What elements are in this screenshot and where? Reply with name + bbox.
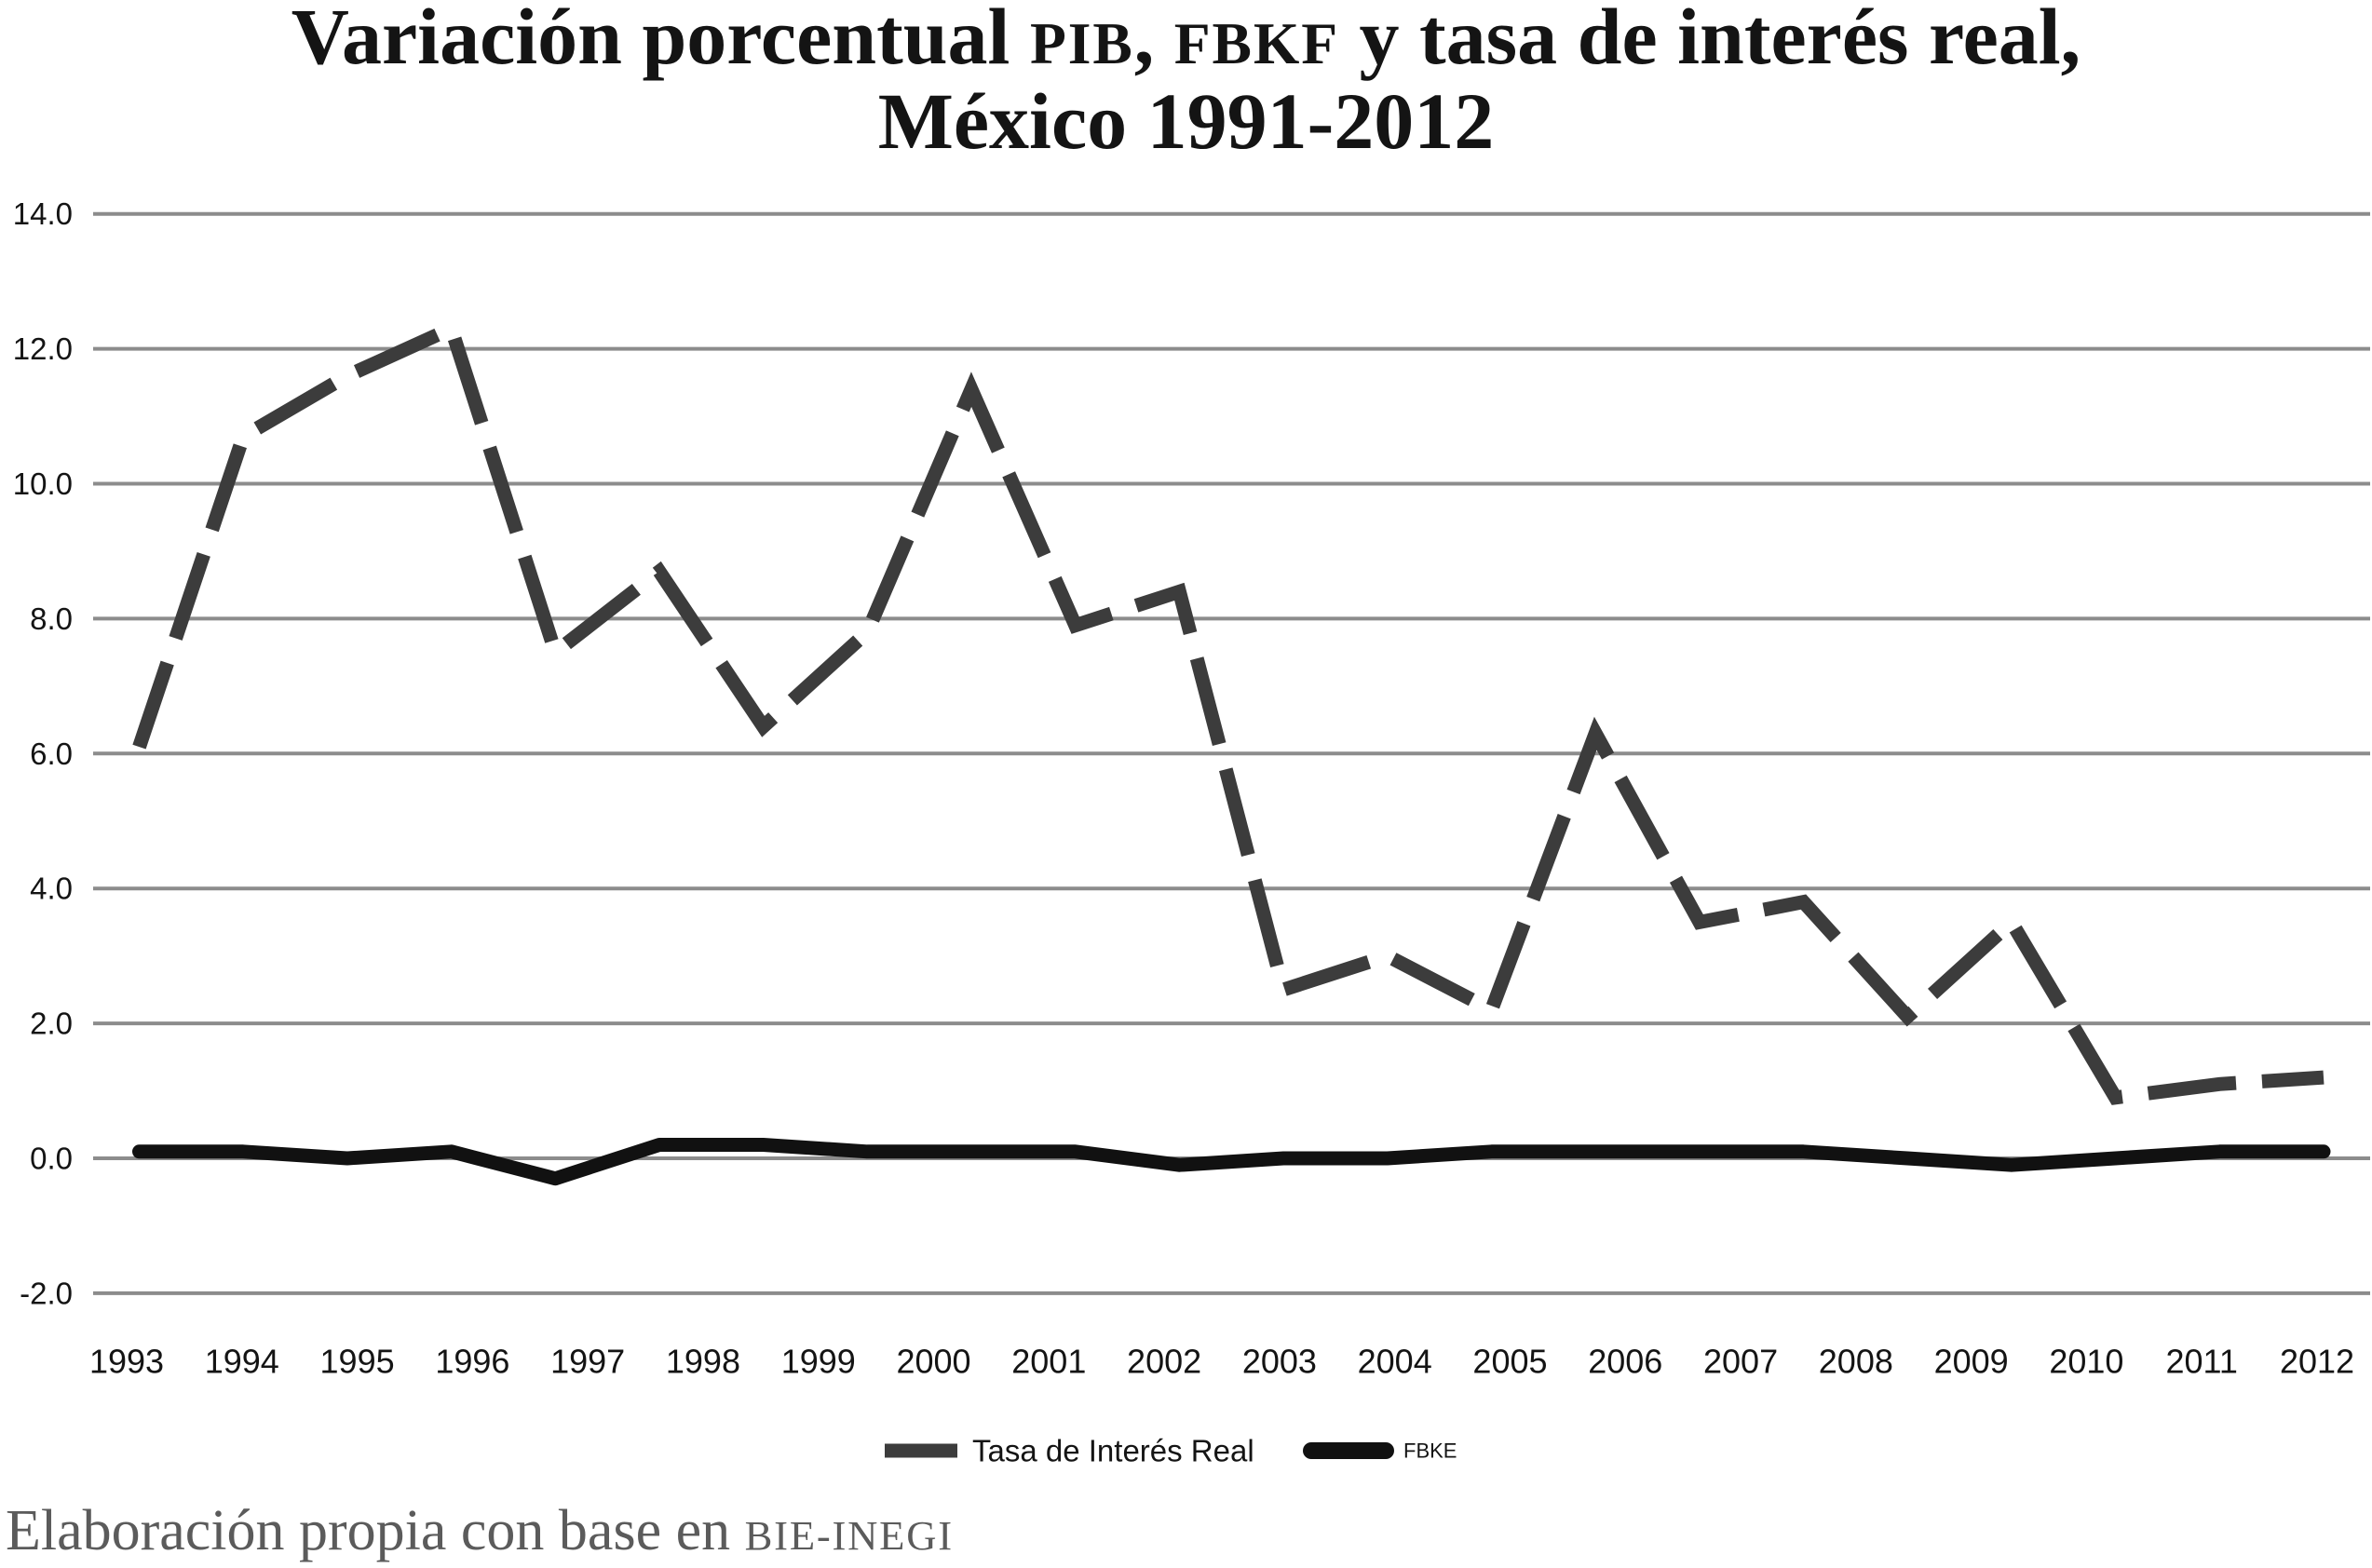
legend-label: FBKE [1403, 1440, 1457, 1463]
y-tick-label: 0.0 [30, 1142, 73, 1176]
y-tick-label: 2.0 [30, 1007, 73, 1041]
y-tick-label: 4.0 [30, 872, 73, 906]
x-tick-label: 2007 [1703, 1343, 1778, 1381]
y-tick-label: 14.0 [13, 196, 73, 231]
x-tick-label: 1993 [89, 1343, 164, 1381]
x-tick-label: 2005 [1472, 1343, 1547, 1381]
title-text: y tasa de interés real, [1359, 0, 2081, 81]
chart-title-line-2: México 1991-2012 [0, 81, 2372, 161]
x-tick-label: 1997 [550, 1343, 625, 1381]
x-tick-label: 2010 [2049, 1343, 2123, 1381]
title-comma: , [1133, 0, 1155, 81]
title-text: México 1991-2012 [877, 76, 1495, 166]
legend: Tasa de Interés Real FBKE [885, 1434, 1457, 1468]
x-axis-tick-labels: 1993 1994 1995 1996 1997 1998 1999 2000 2001 2002… [89, 1343, 2354, 1381]
title-text: Variación porcentual [291, 0, 1010, 81]
y-tick-label: 8.0 [30, 602, 73, 636]
x-tick-label: 1994 [205, 1343, 279, 1381]
y-tick-label: 6.0 [30, 737, 73, 771]
source-note: Elaboración propia con base en BIE-INEGI [6, 1502, 954, 1564]
x-tick-label: 2012 [2280, 1343, 2354, 1381]
series-lines [132, 318, 2331, 1186]
y-axis-tick-labels: 14.0 12.0 10.0 8.0 6.0 4.0 2.0 0.0 -2.0 [13, 196, 73, 1310]
chart-title-line-1: Variación porcentual PIB, FBKF y tasa de… [0, 0, 2372, 80]
y-tick-label: -2.0 [20, 1276, 73, 1310]
gridlines [93, 211, 2370, 1295]
y-tick-label: 12.0 [13, 331, 73, 366]
x-tick-label: 1998 [666, 1343, 740, 1381]
series-line-tasa-de-interes-real [132, 318, 2325, 1105]
x-tick-label: 1999 [781, 1343, 856, 1381]
legend-label: Tasa de Interés Real [972, 1434, 1254, 1468]
x-tick-label: 1996 [435, 1343, 509, 1381]
x-tick-label: 2002 [1127, 1343, 1201, 1381]
x-tick-label: 2009 [1934, 1343, 2009, 1381]
x-tick-label: 2003 [1242, 1343, 1317, 1381]
x-tick-label: 2004 [1358, 1343, 1432, 1381]
source-org: BIE-INEGI [744, 1512, 954, 1559]
series-line-fbke [132, 1138, 2331, 1186]
x-tick-label: 2001 [1011, 1343, 1086, 1381]
legend-item-fbke: FBKE [1303, 1440, 1457, 1463]
legend-item-tasa-de-interes-real: Tasa de Interés Real [885, 1434, 1254, 1468]
x-tick-label: 2000 [896, 1343, 970, 1381]
x-tick-label: 2008 [1819, 1343, 1893, 1381]
title-abbrev-pib: PIB [1029, 10, 1134, 76]
x-tick-label: 2011 [2165, 1343, 2237, 1381]
title-abbrev-fbkf: FBKF [1173, 10, 1340, 76]
x-tick-label: 1995 [320, 1343, 395, 1381]
y-tick-label: 10.0 [13, 466, 73, 501]
source-text: Elaboración propia con base en [6, 1499, 731, 1562]
x-tick-label: 2006 [1588, 1343, 1662, 1381]
